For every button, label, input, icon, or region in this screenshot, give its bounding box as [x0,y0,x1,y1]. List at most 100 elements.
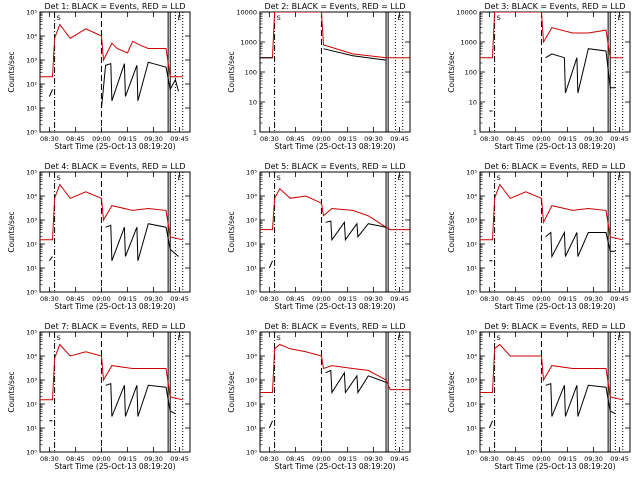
y-axis-label: Counts/sec [447,51,456,92]
y-tick-label: 10000 [456,9,477,17]
y-tick-label: 10⁵ [26,329,37,337]
y-tick-label: 10⁰ [26,129,37,137]
plot-frame [479,11,631,133]
chart-panel-1: Det 1: BLACK = Events, RED = LLD 10⁰ 10¹ 10… [7,2,191,151]
marker-label: S [497,14,501,22]
chart-panel-4: Det 4: BLACK = Events, RED = LLD 10⁰ 10¹ 10… [7,162,191,311]
x-tick-label: 08:45 [66,455,85,463]
lld-series-line [480,343,623,401]
y-tick-label: 10⁴ [466,193,477,201]
x-tick-label: 09:30 [364,135,383,143]
y-axis-label: Counts/sec [227,51,236,92]
x-tick-label: 09:45 [610,135,629,143]
x-tick-label: 09:45 [610,455,629,463]
y-tick-label: 100 [465,69,477,77]
lld-series-line [260,343,410,393]
x-tick-label: 08:30 [260,135,279,143]
x-tick-label: 09:15 [338,455,357,463]
marker-label: E [397,334,401,342]
x-tick-label: 08:30 [40,135,59,143]
y-tick-label: 10⁴ [26,193,37,201]
x-tick-label: 09:30 [144,455,163,463]
y-axis-label: Counts/sec [7,371,16,412]
plot-frame [39,171,191,293]
events-series-line [489,230,616,262]
chart-panel-9: Det 9: BLACK = Events, RED = LLD 10⁰ 10¹ 10… [447,322,631,471]
chart-title: Det 5: BLACK = Events, RED = LLD [265,162,406,171]
x-tick-label: 08:30 [480,455,499,463]
y-tick-label: 10² [26,81,37,89]
marker-label: S [497,174,501,182]
y-axis-label: Counts/sec [227,211,236,252]
plot-frame [479,171,631,293]
x-tick-label: 09:30 [584,455,603,463]
plot-frame [479,331,631,453]
y-tick-label: 10⁰ [466,449,477,457]
x-axis-label: Start Time (25-Oct-13 08:19:20) [494,142,615,151]
y-axis-label: Counts/sec [227,371,236,412]
x-axis-label: Start Time (25-Oct-13 08:19:20) [54,142,175,151]
y-tick-label: 10⁵ [466,329,477,337]
x-tick-label: 09:00 [92,295,111,303]
y-tick-label: 10³ [246,217,257,225]
marker-label: E [617,174,621,182]
chart-title: Det 1: BLACK = Events, RED = LLD [45,2,186,11]
y-tick-label: 10⁵ [246,329,257,337]
x-tick-label: 09:45 [170,295,189,303]
chart-panel-2: Det 2: BLACK = Events, RED = LLD 1 10 100 10… [227,2,411,151]
plot-frame [39,11,191,133]
y-tick-label: 10¹ [466,265,477,273]
x-axis-label: Start Time (25-Oct-13 08:19:20) [494,302,615,311]
x-tick-label: 08:45 [506,135,525,143]
y-tick-label: 10² [466,401,477,409]
lld-series-line [480,12,623,59]
y-tick-label: 10⁴ [466,353,477,361]
y-tick-label: 10⁴ [246,193,257,201]
events-series-line [49,383,176,422]
x-tick-label: 09:00 [312,295,331,303]
x-tick-label: 09:45 [610,295,629,303]
y-tick-label: 1 [253,129,257,137]
lld-series-line [40,23,183,78]
marker-label: S [277,14,281,22]
x-tick-label: 08:30 [260,295,279,303]
y-tick-label: 10 [249,99,257,107]
y-tick-label: 10⁴ [246,353,257,361]
x-tick-label: 09:45 [390,295,409,303]
x-tick-label: 08:45 [66,135,85,143]
x-axis-label: Start Time (25-Oct-13 08:19:20) [494,462,615,471]
marker-label: E [177,14,181,22]
x-tick-label: 09:15 [118,455,137,463]
y-tick-label: 10¹ [26,425,37,433]
y-tick-label: 10 [469,99,477,107]
x-tick-label: 09:00 [92,135,111,143]
chart-panel-7: Det 7: BLACK = Events, RED = LLD 10⁰ 10¹ 10… [7,322,191,471]
events-series-line [488,383,616,429]
y-axis-label: Counts/sec [447,371,456,412]
y-tick-label: 10⁰ [246,449,257,457]
x-tick-label: 08:45 [286,455,305,463]
chart-title: Det 7: BLACK = Events, RED = LLD [45,322,186,331]
x-tick-label: 08:30 [40,455,59,463]
marker-label: S [57,174,61,182]
marker-label: E [397,14,401,22]
marker-label: E [397,174,401,182]
x-tick-label: 09:30 [584,295,603,303]
plot-frame [259,331,411,453]
events-series-line [48,61,179,109]
y-tick-label: 10¹ [26,105,37,113]
y-tick-label: 10³ [26,377,37,385]
y-tick-label: 10000 [236,9,257,17]
y-tick-label: 10² [246,241,257,249]
x-tick-label: 09:15 [338,135,357,143]
x-tick-label: 08:30 [480,135,499,143]
x-tick-label: 09:00 [532,135,551,143]
events-series-line [268,220,387,269]
x-tick-label: 09:15 [558,135,577,143]
y-tick-label: 10² [246,401,257,409]
y-tick-label: 10² [26,241,37,249]
x-tick-label: 09:15 [338,295,357,303]
x-axis-label: Start Time (25-Oct-13 08:19:20) [274,302,395,311]
x-tick-label: 08:30 [480,295,499,303]
